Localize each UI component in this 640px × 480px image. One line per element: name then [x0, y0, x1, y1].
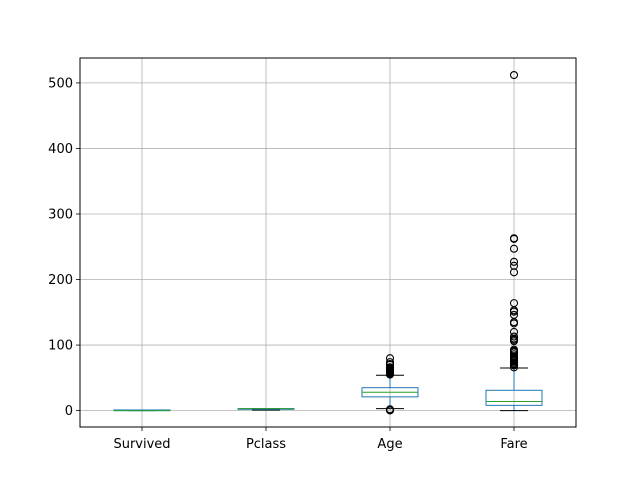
box-group — [113, 409, 171, 412]
y-tick-label: 400 — [48, 142, 73, 157]
x-tick-label: Fare — [500, 437, 527, 452]
iqr-box — [485, 389, 543, 406]
box-group — [361, 354, 419, 415]
plot-background — [80, 58, 576, 427]
outlier-point — [509, 327, 519, 337]
outlier-point — [509, 310, 519, 319]
x-tick-label: Age — [377, 437, 402, 452]
plot-frame — [79, 57, 577, 428]
outlier-point — [509, 244, 519, 253]
outlier-point — [509, 261, 519, 270]
y-tick-label: 300 — [48, 207, 73, 222]
outlier-point — [385, 358, 395, 367]
outlier-point — [509, 299, 519, 308]
y-axis: 0 100 200 300 400 500 — [48, 76, 80, 419]
y-tick-label: 200 — [48, 273, 73, 288]
outlier-point — [385, 363, 395, 372]
box-group — [485, 70, 543, 412]
y-tick-label: 0 — [65, 404, 73, 419]
outlier-point — [509, 332, 519, 341]
x-axis: Survived Pclass Age Fare — [113, 427, 528, 452]
boxes — [113, 70, 543, 415]
box-group — [237, 408, 295, 411]
x-tick-label: Pclass — [246, 437, 286, 452]
outlier-point — [385, 354, 395, 363]
outlier-point — [385, 405, 395, 414]
outlier-point — [509, 257, 519, 266]
outlier-point — [509, 234, 519, 243]
y-tick-label: 500 — [48, 76, 73, 91]
outlier-point — [509, 345, 519, 354]
y-tick-label: 100 — [48, 339, 73, 354]
x-tick-label: Survived — [113, 437, 170, 452]
outlier-point — [509, 70, 519, 80]
